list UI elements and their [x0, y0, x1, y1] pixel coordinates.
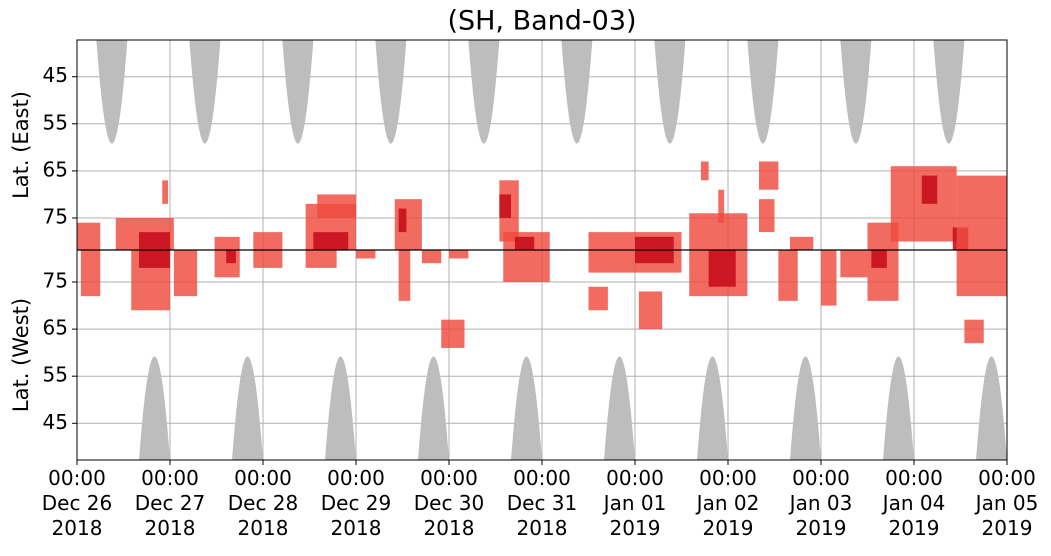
y-tick-label: 75 — [43, 204, 68, 228]
x-tick-label: 00:00 Jan 01 2019 — [603, 466, 667, 540]
event-cell — [514, 236, 535, 250]
y-tick-label: 65 — [43, 316, 68, 340]
x-tick-label: 00:00 Dec 30 2018 — [413, 466, 485, 540]
event-cell — [313, 232, 349, 250]
shaded-region — [232, 356, 263, 460]
event-cell — [759, 199, 775, 233]
x-tick-label: 00:00 Dec 28 2018 — [227, 466, 299, 540]
shaded-region — [468, 40, 500, 144]
x-tick-label: 00:00 Jan 02 2019 — [696, 466, 760, 540]
event-cell — [499, 194, 511, 218]
y-tick-label: 65 — [43, 157, 68, 181]
shaded-region — [976, 356, 1007, 460]
event-cell — [700, 161, 709, 181]
x-tick-label: 00:00 Jan 03 2019 — [789, 466, 853, 540]
shaded-region — [96, 40, 128, 144]
x-tick-label: 00:00 Dec 31 2018 — [506, 466, 578, 540]
event-cell — [173, 250, 198, 297]
y-tick-label: 75 — [43, 269, 68, 293]
event-cell — [449, 250, 469, 259]
shaded-region — [747, 40, 779, 144]
event-cell — [964, 319, 984, 344]
event-cell — [398, 208, 407, 233]
shaded-region — [561, 40, 593, 144]
shaded-region — [654, 40, 686, 144]
event-cell — [356, 250, 376, 259]
event-cell — [635, 250, 674, 264]
x-tick-label: 00:00 Dec 27 2018 — [134, 466, 206, 540]
event-cell — [638, 291, 663, 330]
event-cell — [214, 236, 240, 250]
y-tick-label: 45 — [43, 410, 68, 434]
event-cell — [759, 161, 779, 190]
event-cell — [253, 250, 283, 268]
event-cell — [253, 232, 283, 250]
event-cell — [840, 250, 868, 278]
shaded-region — [139, 356, 170, 460]
x-tick-label: 00:00 Jan 05 2019 — [975, 466, 1039, 540]
event-cell — [77, 222, 101, 250]
shaded-region — [325, 356, 356, 460]
event-cell — [956, 175, 1007, 250]
event-cell — [305, 250, 337, 268]
x-tick-label: 00:00 Jan 04 2019 — [882, 466, 946, 540]
event-cell — [718, 189, 725, 223]
y-tick-label: 55 — [43, 110, 68, 134]
event-cell — [441, 319, 465, 348]
event-cell — [421, 250, 442, 264]
shaded-region — [511, 356, 542, 460]
event-cell — [588, 286, 608, 311]
event-cell — [80, 250, 101, 297]
chart-title: (SH, Band-03) — [447, 6, 636, 37]
y-tick-label: 55 — [43, 363, 68, 387]
event-cell — [398, 250, 411, 301]
y-tick-label: 45 — [43, 63, 68, 87]
shaded-region — [282, 40, 314, 144]
event-cell — [821, 250, 837, 306]
marks — [77, 40, 1007, 460]
x-tick-label: 00:00 Dec 29 2018 — [320, 466, 392, 540]
plot-frame — [76, 39, 1008, 461]
event-cell — [162, 180, 169, 204]
event-cell — [139, 250, 170, 268]
event-cell — [139, 232, 170, 250]
shaded-region — [604, 356, 635, 460]
shaded-region — [189, 40, 221, 144]
event-cell — [871, 250, 887, 268]
overlay — [72, 39, 1008, 465]
event-cell — [635, 236, 674, 250]
event-cell — [956, 250, 1007, 297]
event-cell — [921, 175, 938, 204]
shaded-region — [883, 356, 914, 460]
shaded-region — [840, 40, 872, 144]
event-cell — [778, 250, 798, 301]
event-cell — [317, 194, 356, 218]
shaded-region — [418, 356, 449, 460]
event-cell — [226, 250, 236, 264]
shaded-region — [790, 356, 821, 460]
event-cell — [708, 250, 736, 287]
shaded-region — [375, 40, 407, 144]
shaded-region — [933, 40, 965, 144]
y-axis-label-west: Lat. (West) — [9, 298, 33, 412]
event-cell — [790, 236, 814, 250]
x-tick-label: 00:00 Dec 26 2018 — [41, 466, 113, 540]
y-axis-label-east: Lat. (East) — [9, 91, 33, 199]
shaded-region — [697, 356, 728, 460]
event-cell — [503, 250, 550, 283]
